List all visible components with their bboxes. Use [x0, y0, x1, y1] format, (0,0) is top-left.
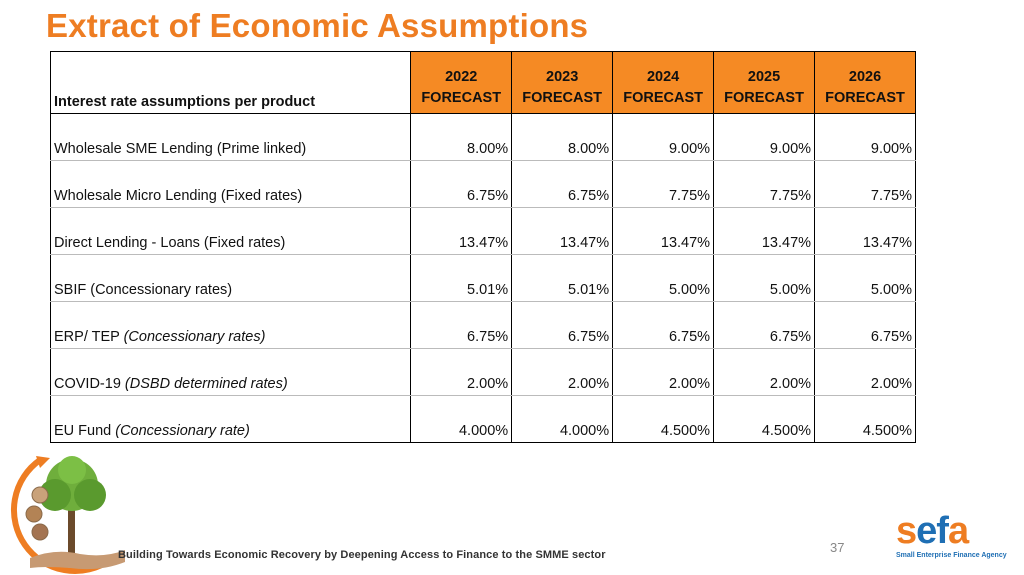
row-label: Wholesale SME Lending (Prime linked) [49, 113, 412, 161]
label-column-header: Interest rate assumptions per product [49, 51, 412, 114]
value-cell: 9.00% [814, 113, 916, 161]
table-row: ERP/ TEP (Concessionary rates) 6.75% 6.7… [49, 301, 916, 349]
slide-title: Extract of Economic Assumptions [46, 7, 589, 44]
value-cell: 6.75% [410, 301, 513, 349]
value-cell: 5.00% [814, 254, 916, 302]
row-label: SBIF (Concessionary rates) [49, 254, 412, 302]
value-cell: 6.75% [814, 301, 916, 349]
value-cell: 13.47% [713, 207, 816, 255]
page-number: 37 [830, 540, 845, 555]
column-header-2023: 2023 FORECAST [511, 51, 614, 114]
table-header-row: Interest rate assumptions per product 20… [49, 51, 916, 114]
value-cell: 2.00% [511, 348, 614, 396]
brand-wordmark: sefa [896, 510, 969, 552]
table-row: EU Fund (Concessionary rate) 4.000% 4.00… [49, 395, 916, 443]
assumptions-table: Interest rate assumptions per product 20… [49, 51, 916, 443]
table-row: COVID-19 (DSBD determined rates) 2.00% 2… [49, 348, 916, 396]
row-label: EU Fund (Concessionary rate) [49, 395, 412, 443]
footer-tagline: Building Towards Economic Recovery by De… [118, 549, 606, 561]
value-cell: 4.000% [511, 395, 614, 443]
value-cell: 13.47% [410, 207, 513, 255]
value-cell: 7.75% [814, 160, 916, 208]
value-cell: 2.00% [713, 348, 816, 396]
row-label: Wholesale Micro Lending (Fixed rates) [49, 160, 412, 208]
value-cell: 7.75% [713, 160, 816, 208]
value-cell: 7.75% [612, 160, 715, 208]
value-cell: 2.00% [814, 348, 916, 396]
value-cell: 8.00% [511, 113, 614, 161]
value-cell: 13.47% [511, 207, 614, 255]
value-cell: 4.500% [814, 395, 916, 443]
value-cell: 9.00% [713, 113, 816, 161]
table-row: Wholesale SME Lending (Prime linked) 8.0… [49, 113, 916, 161]
column-header-2022: 2022 FORECAST [410, 51, 513, 114]
value-cell: 6.75% [612, 301, 715, 349]
table-row: Wholesale Micro Lending (Fixed rates) 6.… [49, 160, 916, 208]
value-cell: 5.01% [410, 254, 513, 302]
row-label: COVID-19 (DSBD determined rates) [49, 348, 412, 396]
value-cell: 6.75% [511, 301, 614, 349]
value-cell: 13.47% [612, 207, 715, 255]
value-cell: 6.75% [713, 301, 816, 349]
sefa-logo: sefa Small Enterprise Finance Agency [896, 510, 1007, 559]
value-cell: 13.47% [814, 207, 916, 255]
value-cell: 4.500% [713, 395, 816, 443]
row-label: ERP/ TEP (Concessionary rates) [49, 301, 412, 349]
value-cell: 5.00% [713, 254, 816, 302]
value-cell: 9.00% [612, 113, 715, 161]
column-header-2026: 2026 FORECAST [814, 51, 916, 114]
brand-tagline: Small Enterprise Finance Agency [896, 552, 1007, 559]
column-header-2025: 2025 FORECAST [713, 51, 816, 114]
table-row: SBIF (Concessionary rates) 5.01% 5.01% 5… [49, 254, 916, 302]
value-cell: 4.000% [410, 395, 513, 443]
column-header-2024: 2024 FORECAST [612, 51, 715, 114]
value-cell: 2.00% [612, 348, 715, 396]
value-cell: 5.01% [511, 254, 614, 302]
value-cell: 8.00% [410, 113, 513, 161]
value-cell: 5.00% [612, 254, 715, 302]
value-cell: 4.500% [612, 395, 715, 443]
table-row: Direct Lending - Loans (Fixed rates) 13.… [49, 207, 916, 255]
row-label: Direct Lending - Loans (Fixed rates) [49, 207, 412, 255]
tree-hand-logo-icon [10, 456, 125, 575]
value-cell: 2.00% [410, 348, 513, 396]
value-cell: 6.75% [511, 160, 614, 208]
value-cell: 6.75% [410, 160, 513, 208]
